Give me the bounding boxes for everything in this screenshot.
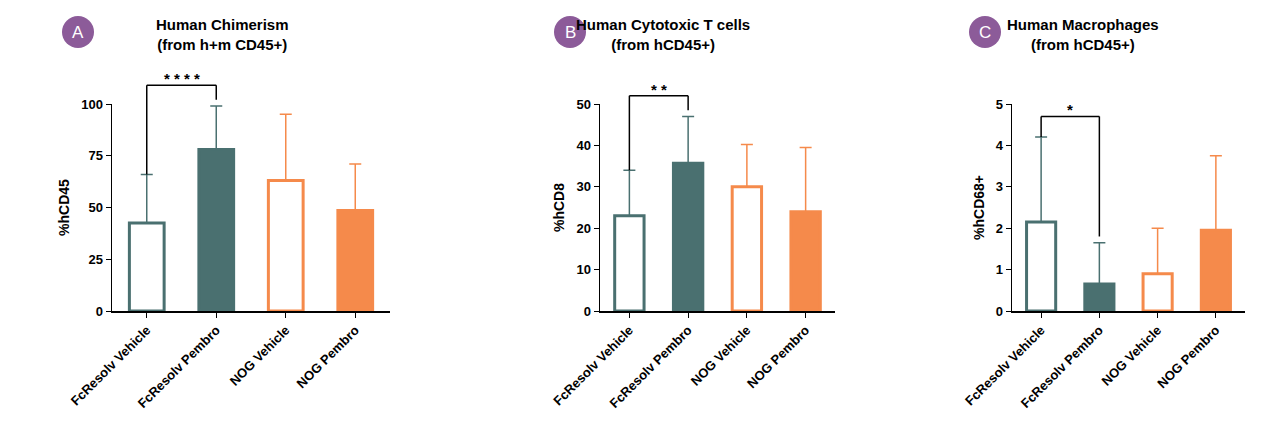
svg-text:%hCD8: %hCD8 (551, 183, 567, 232)
svg-text:0: 0 (584, 304, 591, 319)
svg-text:10: 10 (576, 262, 590, 277)
svg-text:NOG Pembro: NOG Pembro (744, 323, 812, 391)
svg-text:A: A (72, 23, 84, 42)
svg-text:NOG Pembro: NOG Pembro (294, 323, 362, 391)
svg-text:C: C (979, 23, 991, 42)
svg-text:FcResolv Vehicle: FcResolv Vehicle (68, 323, 154, 409)
svg-text:4: 4 (996, 138, 1004, 153)
svg-text:50: 50 (88, 200, 102, 215)
svg-text:NOG Vehicle: NOG Vehicle (1099, 323, 1165, 389)
svg-text:FcResolv Pembro: FcResolv Pembro (1018, 323, 1106, 411)
svg-text:0: 0 (96, 304, 103, 319)
svg-text:2: 2 (996, 221, 1003, 236)
svg-text:%hCD45: %hCD45 (56, 179, 72, 236)
svg-text:1: 1 (996, 262, 1003, 277)
svg-text:FcResolv Vehicle: FcResolv Vehicle (550, 323, 636, 409)
svg-text:25: 25 (88, 252, 102, 267)
svg-text:100: 100 (81, 97, 103, 112)
svg-text:Human Cytotoxic T cells(from h: Human Cytotoxic T cells(from hCD45+) (576, 16, 750, 53)
svg-text:%hCD68+: %hCD68+ (971, 175, 987, 240)
svg-text:NOG Vehicle: NOG Vehicle (688, 323, 754, 389)
svg-text:B: B (565, 23, 576, 42)
svg-text:0: 0 (996, 304, 1003, 319)
svg-text:75: 75 (88, 148, 102, 163)
svg-text:* *: * * (651, 81, 667, 98)
svg-text:NOG Vehicle: NOG Vehicle (227, 323, 293, 389)
svg-text:FcResolv Pembro: FcResolv Pembro (607, 323, 695, 411)
svg-text:30: 30 (576, 179, 590, 194)
svg-text:50: 50 (576, 97, 590, 112)
svg-text:Human Macrophages(from hCD45+): Human Macrophages(from hCD45+) (1007, 16, 1159, 53)
svg-text:3: 3 (996, 179, 1003, 194)
svg-text:*: * (1067, 101, 1073, 118)
svg-text:Human Chimerism(from h+m CD45+: Human Chimerism(from h+m CD45+) (156, 16, 289, 53)
svg-text:40: 40 (576, 138, 590, 153)
svg-text:FcResolv Vehicle: FcResolv Vehicle (962, 323, 1048, 409)
svg-text:20: 20 (576, 221, 590, 236)
svg-text:NOG Pembro: NOG Pembro (1154, 323, 1222, 391)
svg-text:5: 5 (996, 97, 1003, 112)
svg-text:FcResolv Pembro: FcResolv Pembro (135, 323, 223, 411)
svg-text:* * * *: * * * * (164, 70, 200, 87)
